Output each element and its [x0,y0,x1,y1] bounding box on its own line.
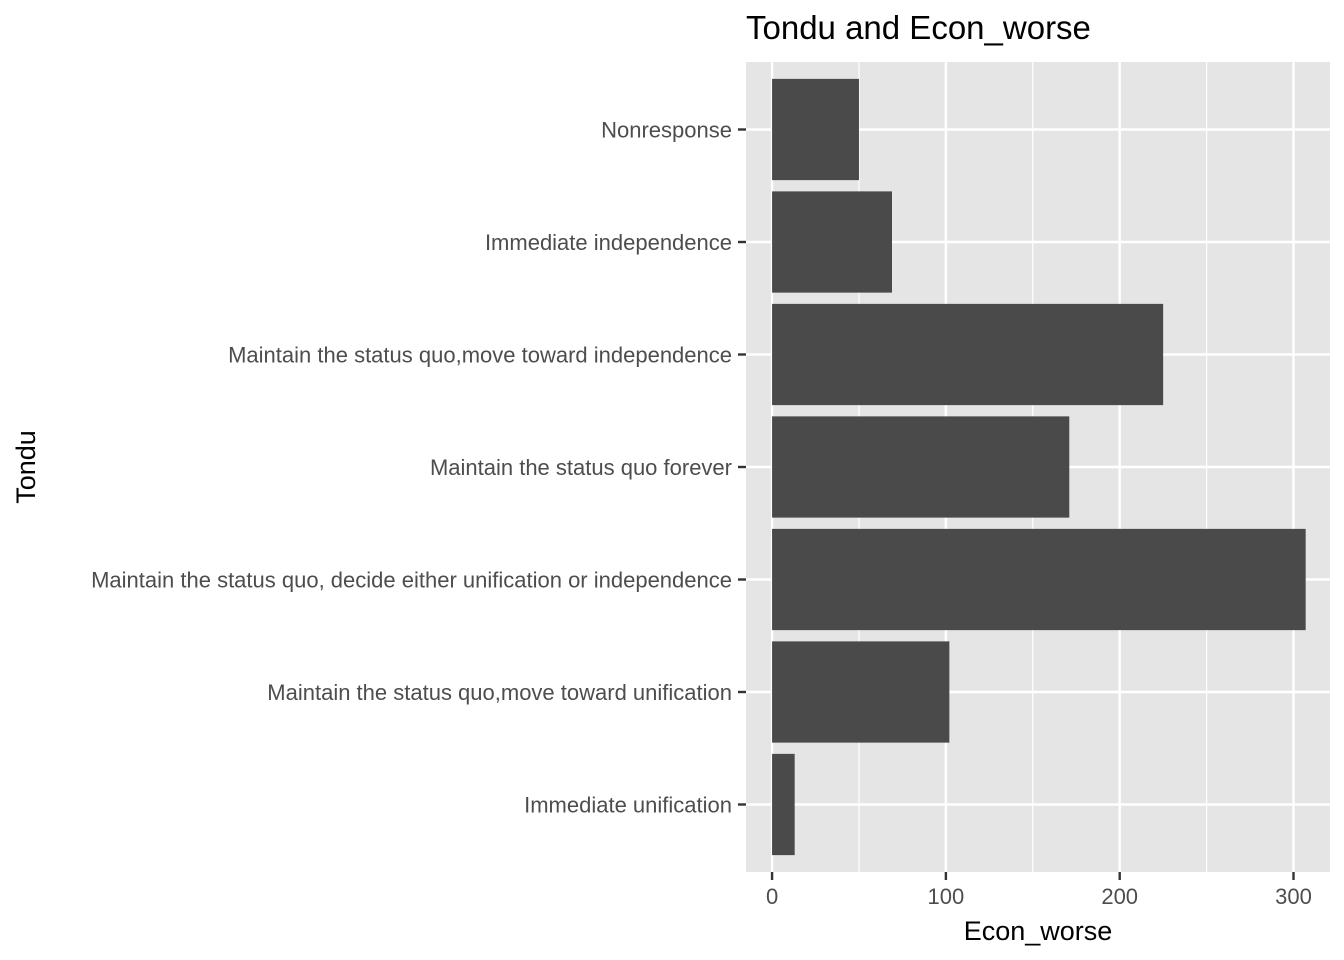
bar [772,191,892,293]
x-tick-label: 100 [928,884,965,909]
y-axis-title: Tondu [11,430,41,504]
x-tick-label: 300 [1275,884,1312,909]
y-tick-label: Maintain the status quo,move toward unif… [267,680,732,705]
bar [772,641,950,743]
bar [772,78,859,181]
chart-title: Tondu and Econ_worse [746,9,1091,46]
y-tick-label: Maintain the status quo, decide either u… [91,568,732,593]
y-tick-label: Nonresponse [601,118,732,143]
x-tick-label: 200 [1101,884,1138,909]
bar [772,416,1070,518]
bar [772,303,1164,406]
y-tick-label: Maintain the status quo forever [430,455,732,480]
x-axis-ticks: 0 100 200 300 [766,872,1312,909]
x-tick-label: 0 [766,884,778,909]
x-axis-title: Econ_worse [964,916,1113,946]
y-axis-ticks: Immediate unification Maintain the status… [91,118,746,818]
y-tick-label: Immediate unification [524,793,732,818]
bars [772,78,1306,856]
bar [772,528,1306,631]
bar [772,753,795,856]
y-tick-label: Maintain the status quo,move toward inde… [228,343,732,368]
y-tick-label: Immediate independence [485,230,732,255]
